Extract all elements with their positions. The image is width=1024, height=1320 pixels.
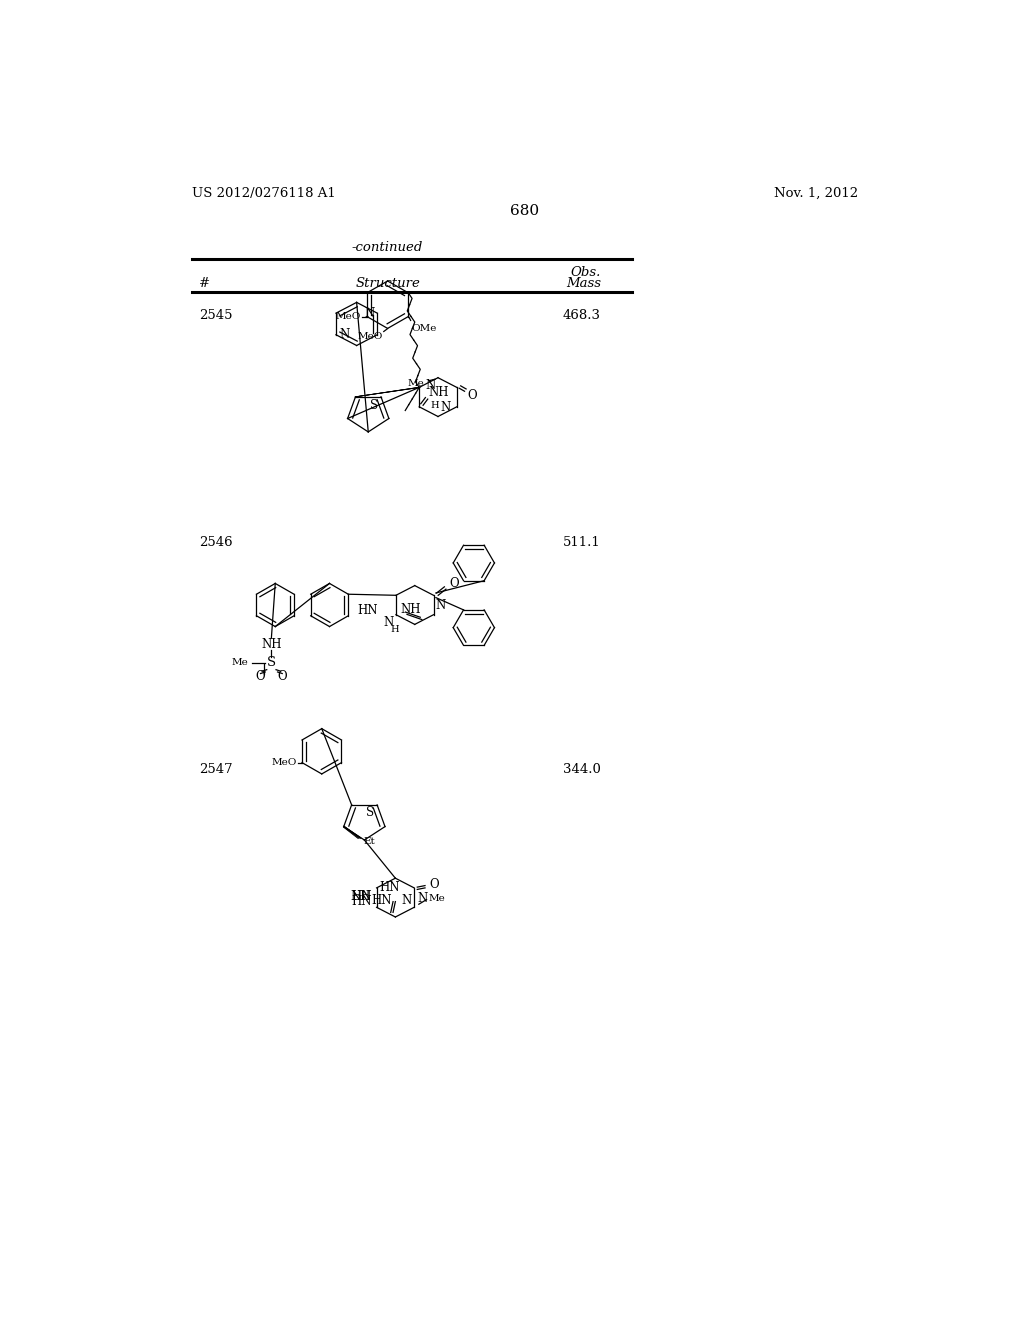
Text: N: N bbox=[339, 329, 349, 342]
Text: O: O bbox=[430, 878, 439, 891]
Text: NH: NH bbox=[350, 890, 371, 903]
Text: H: H bbox=[430, 401, 439, 411]
Text: 344.0: 344.0 bbox=[563, 763, 601, 776]
Text: HN: HN bbox=[357, 605, 378, 618]
Text: N: N bbox=[383, 616, 393, 630]
Text: OMe: OMe bbox=[412, 325, 437, 333]
Text: S: S bbox=[366, 807, 374, 820]
Text: MeO: MeO bbox=[336, 312, 360, 321]
Text: N: N bbox=[417, 892, 427, 906]
Text: Obs.: Obs. bbox=[570, 265, 601, 279]
Text: Me: Me bbox=[428, 894, 444, 903]
Text: MeO: MeO bbox=[357, 333, 383, 342]
Text: N: N bbox=[401, 894, 412, 907]
Text: Structure: Structure bbox=[355, 277, 420, 289]
Text: S: S bbox=[267, 656, 275, 669]
Text: N: N bbox=[436, 599, 446, 612]
Text: N: N bbox=[364, 306, 374, 319]
Text: H: H bbox=[390, 626, 398, 635]
Text: NH: NH bbox=[428, 387, 449, 400]
Text: #: # bbox=[200, 277, 210, 289]
Text: 2545: 2545 bbox=[200, 309, 232, 322]
Text: US 2012/0276118 A1: US 2012/0276118 A1 bbox=[191, 186, 335, 199]
Text: 468.3: 468.3 bbox=[563, 309, 601, 322]
Text: Mass: Mass bbox=[565, 277, 601, 289]
Text: S: S bbox=[370, 399, 378, 412]
Text: HN: HN bbox=[351, 890, 372, 903]
Text: N: N bbox=[425, 379, 435, 392]
Text: Nov. 1, 2012: Nov. 1, 2012 bbox=[774, 186, 858, 199]
Text: 2546: 2546 bbox=[200, 536, 232, 549]
Text: HN: HN bbox=[379, 880, 399, 894]
Text: HN: HN bbox=[371, 894, 391, 907]
Text: Et: Et bbox=[364, 837, 376, 846]
Text: O: O bbox=[450, 577, 459, 590]
Text: Me: Me bbox=[408, 379, 424, 388]
Text: NH: NH bbox=[261, 638, 282, 651]
Text: N: N bbox=[440, 401, 451, 414]
Text: 680: 680 bbox=[510, 203, 540, 218]
Text: 511.1: 511.1 bbox=[563, 536, 601, 549]
Text: O: O bbox=[278, 671, 287, 684]
Text: MeO: MeO bbox=[272, 758, 297, 767]
Text: O: O bbox=[468, 388, 477, 401]
Text: O: O bbox=[256, 671, 265, 684]
Text: Me: Me bbox=[231, 659, 248, 667]
Text: NH: NH bbox=[400, 602, 421, 615]
Text: 2547: 2547 bbox=[200, 763, 232, 776]
Text: -continued: -continued bbox=[352, 242, 423, 255]
Text: HN: HN bbox=[351, 895, 372, 908]
